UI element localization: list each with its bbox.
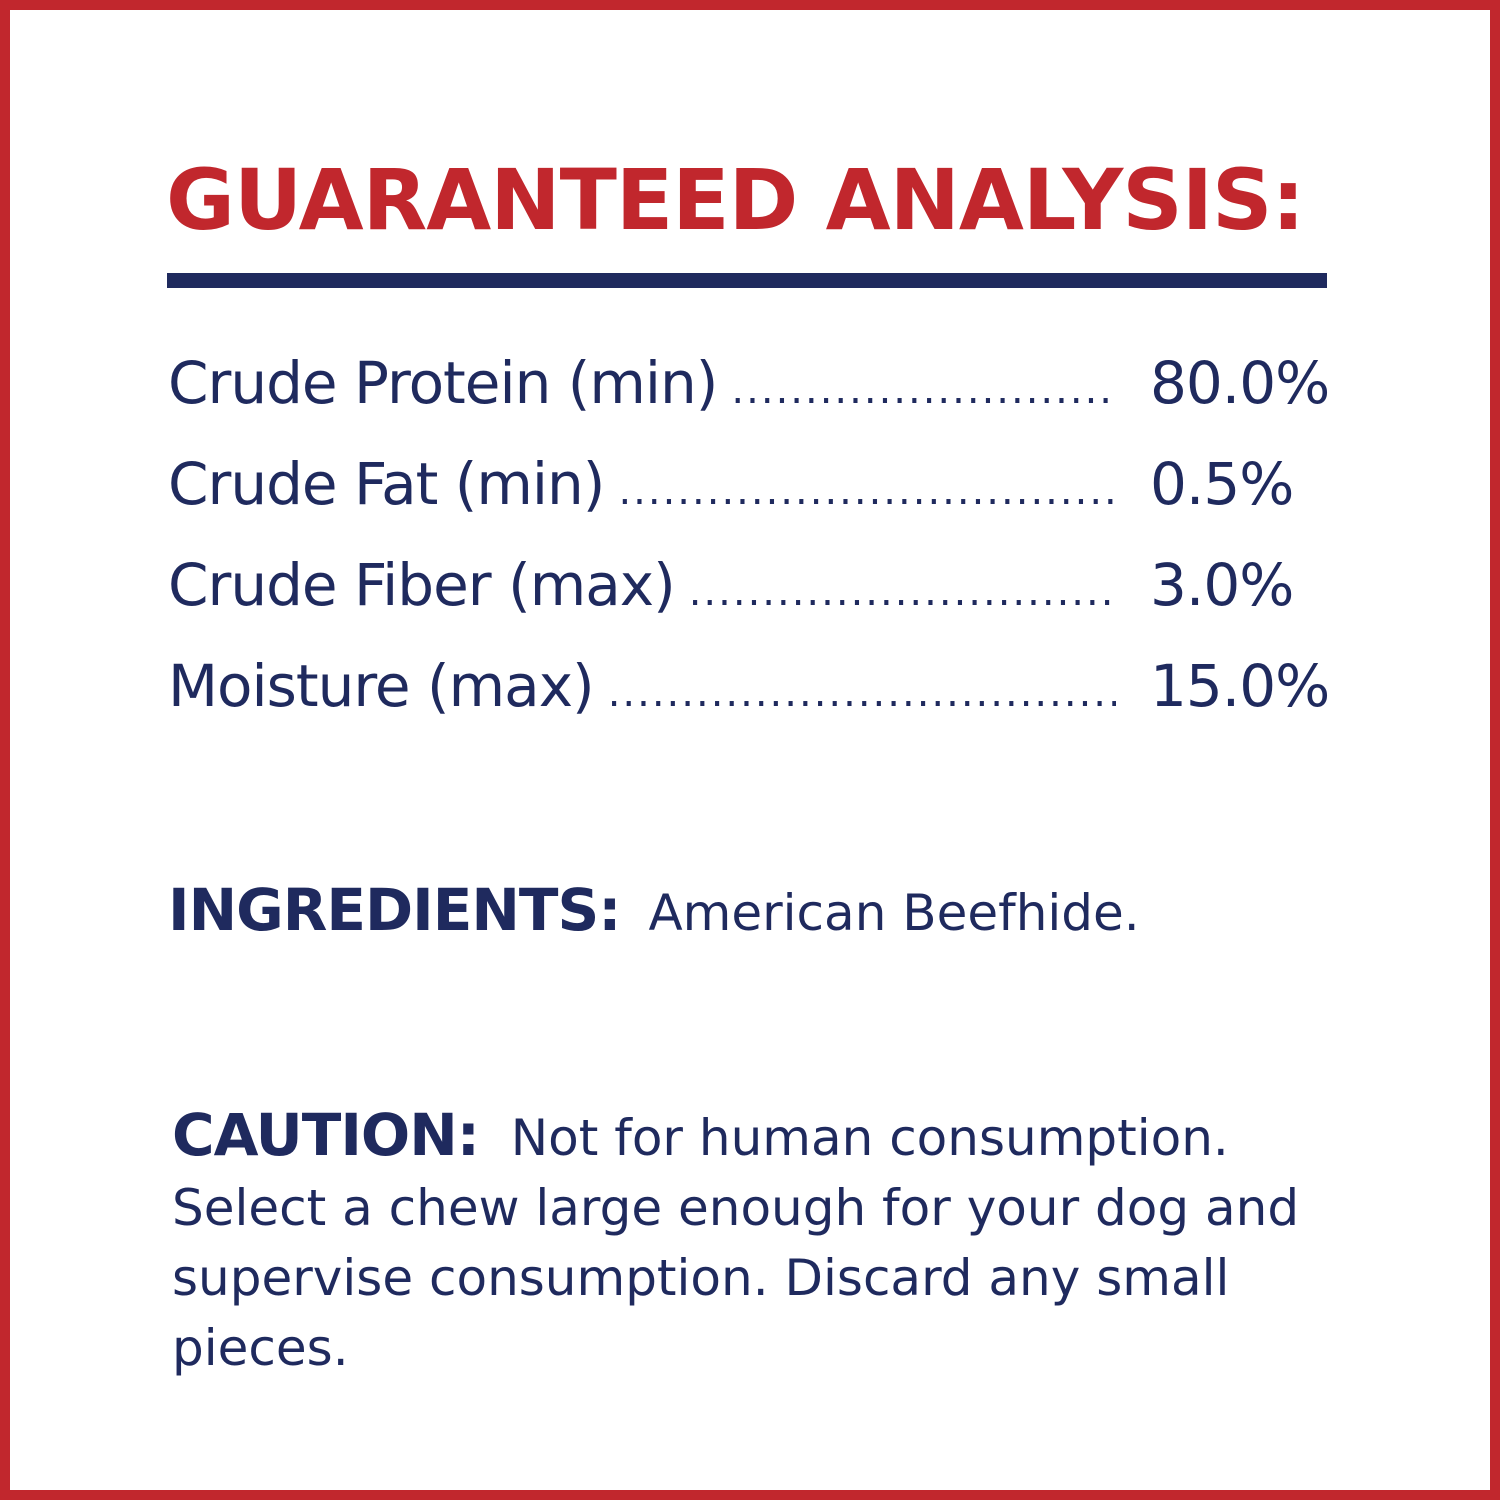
dot-leader: ........................................… xyxy=(688,569,1116,615)
dot-leader: ........................................… xyxy=(731,367,1116,413)
analysis-label: Moisture (max) xyxy=(168,652,595,720)
analysis-value: 3.0% xyxy=(1150,551,1294,619)
ingredients-section: INGREDIENTS: American Beefhide. xyxy=(168,870,1140,965)
heading-divider xyxy=(167,273,1327,288)
analysis-row: Crude Fat (min) ........................… xyxy=(168,444,1338,524)
caution-text: Not for human consumption. Select a chew… xyxy=(172,1109,1300,1377)
analysis-label: Crude Fat (min) xyxy=(168,450,605,518)
caution-heading: CAUTION: xyxy=(172,1101,480,1169)
analysis-row: Crude Protein (min) ....................… xyxy=(168,343,1338,423)
analysis-label: Crude Fiber (max) xyxy=(168,551,676,619)
analysis-value: 0.5% xyxy=(1150,450,1294,518)
analysis-value: 15.0% xyxy=(1150,652,1330,720)
ingredients-heading: INGREDIENTS: xyxy=(168,876,621,944)
guaranteed-analysis-heading: GUARANTEED ANALYSIS: xyxy=(166,151,1305,249)
ingredients-text: American Beefhide. xyxy=(648,884,1140,942)
analysis-row: Moisture (max) .........................… xyxy=(168,646,1338,726)
analysis-row: Crude Fiber (max) ......................… xyxy=(168,545,1338,625)
analysis-value: 80.0% xyxy=(1150,349,1330,417)
dot-leader: ........................................… xyxy=(618,468,1116,514)
caution-section: CAUTION: Not for human consumption. Sele… xyxy=(172,1100,1322,1383)
dot-leader: ........................................… xyxy=(607,670,1116,716)
analysis-label: Crude Protein (min) xyxy=(168,349,718,417)
